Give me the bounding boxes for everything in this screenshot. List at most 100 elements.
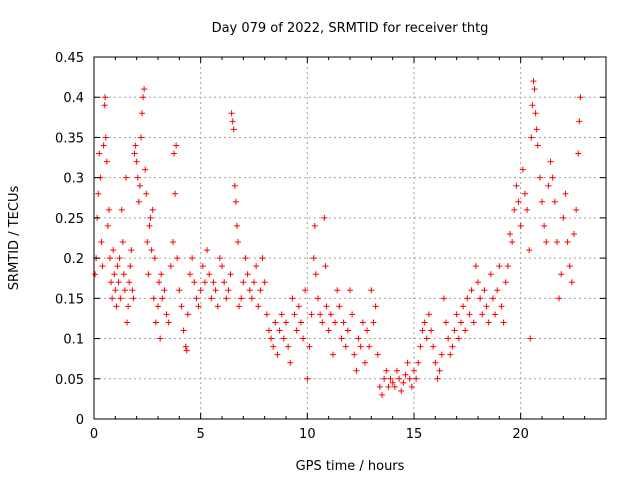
y-tick-label: 0.35 xyxy=(55,131,84,146)
x-tick-label: 20 xyxy=(512,427,529,442)
data-point xyxy=(178,303,185,310)
data-point xyxy=(145,271,152,278)
data-point xyxy=(372,303,379,310)
data-point xyxy=(107,255,113,262)
data-point xyxy=(180,327,187,334)
data-point xyxy=(385,383,392,390)
data-point xyxy=(468,287,475,294)
data-point xyxy=(270,343,277,350)
data-point xyxy=(140,94,147,101)
data-point xyxy=(477,295,484,302)
data-point xyxy=(278,311,285,318)
data-point xyxy=(496,263,503,270)
data-point xyxy=(144,239,151,246)
data-point xyxy=(498,303,505,310)
data-point xyxy=(379,391,385,398)
data-point xyxy=(340,319,347,326)
data-point xyxy=(128,247,135,254)
data-point xyxy=(311,222,318,229)
data-point xyxy=(319,319,326,326)
data-point xyxy=(221,279,228,286)
data-point xyxy=(421,319,428,326)
data-point xyxy=(268,335,275,342)
data-point xyxy=(114,263,121,270)
data-point xyxy=(159,295,166,302)
data-point xyxy=(96,150,103,157)
data-point xyxy=(125,303,132,310)
data-point xyxy=(464,295,471,302)
data-point xyxy=(210,279,217,286)
data-point xyxy=(355,335,362,342)
data-point xyxy=(475,279,481,286)
data-point xyxy=(396,375,403,382)
data-point xyxy=(492,311,499,318)
data-point xyxy=(315,295,321,302)
data-point xyxy=(191,279,198,286)
data-point xyxy=(150,295,157,302)
chart-title: Day 079 of 2022, SRMTID for receiver tht… xyxy=(212,21,489,36)
data-point xyxy=(127,263,134,270)
data-point xyxy=(332,319,339,326)
data-point xyxy=(102,134,109,141)
data-point xyxy=(349,311,356,318)
data-point xyxy=(327,311,334,318)
data-point xyxy=(276,327,283,334)
data-point xyxy=(347,287,353,294)
data-point xyxy=(143,190,150,197)
data-point xyxy=(119,239,126,246)
data-point xyxy=(172,190,179,197)
data-point xyxy=(543,239,550,246)
data-point xyxy=(165,319,172,326)
data-point xyxy=(419,327,426,334)
data-point xyxy=(233,222,240,229)
data-point xyxy=(95,190,102,197)
data-point xyxy=(519,166,526,173)
data-point xyxy=(423,335,430,342)
data-point xyxy=(251,279,257,286)
data-point xyxy=(287,359,294,366)
y-tick-label: 0 xyxy=(76,413,84,428)
data-point xyxy=(248,295,255,302)
data-point xyxy=(293,327,300,334)
data-point xyxy=(524,206,531,213)
data-point xyxy=(289,295,296,302)
data-point xyxy=(364,327,371,334)
data-point xyxy=(539,198,545,205)
data-point xyxy=(306,343,313,350)
data-point xyxy=(169,239,176,246)
x-tick-label: 15 xyxy=(406,427,423,442)
data-point xyxy=(118,206,125,213)
data-point xyxy=(564,239,571,246)
data-point xyxy=(553,239,560,246)
data-point xyxy=(368,287,375,294)
data-point xyxy=(336,303,343,310)
data-point xyxy=(142,166,149,173)
data-point xyxy=(556,295,563,302)
data-point xyxy=(232,198,239,205)
data-point xyxy=(99,263,106,270)
data-point xyxy=(443,319,449,326)
data-point xyxy=(171,150,177,157)
data-point xyxy=(404,359,411,366)
data-point xyxy=(133,158,140,165)
data-point xyxy=(261,279,268,286)
data-point xyxy=(321,214,328,221)
data-point xyxy=(527,335,534,342)
data-point xyxy=(576,118,583,125)
grid-lines xyxy=(94,57,606,419)
axis-ticks xyxy=(93,56,606,420)
data-point xyxy=(173,142,180,149)
data-points xyxy=(92,78,584,398)
data-point xyxy=(272,319,279,326)
data-point xyxy=(449,343,456,350)
data-point xyxy=(317,311,324,318)
data-point xyxy=(255,303,262,310)
data-point xyxy=(295,303,302,310)
data-point xyxy=(393,367,400,374)
data-point xyxy=(489,295,496,302)
data-point xyxy=(148,247,155,254)
data-point xyxy=(157,335,164,342)
y-tick-label: 0.05 xyxy=(55,373,84,388)
data-point xyxy=(176,287,183,294)
data-point xyxy=(400,379,407,386)
